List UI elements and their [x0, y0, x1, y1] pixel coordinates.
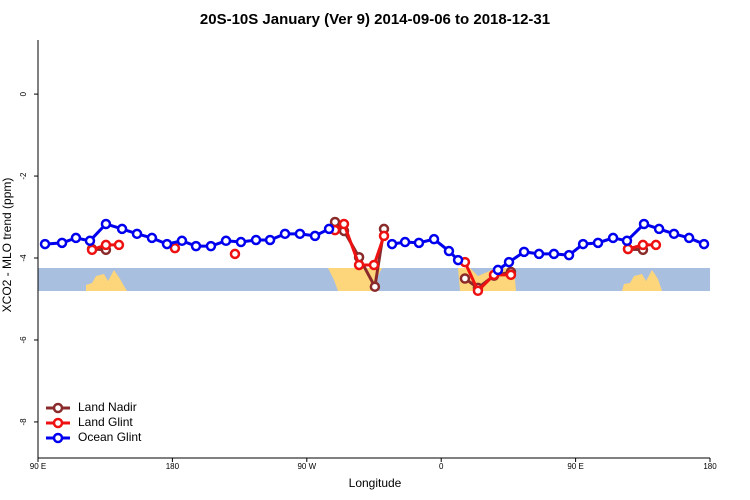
x-tick-label: 0 [439, 462, 444, 471]
point [683, 232, 695, 244]
point [250, 234, 262, 246]
point [492, 264, 504, 276]
y-tick-label: -2 [19, 172, 28, 180]
x-tick-label: 90 E [30, 462, 46, 471]
point [86, 244, 98, 256]
legend-marker [52, 417, 64, 429]
legend-label: Land Nadir [78, 400, 137, 414]
point [116, 223, 128, 235]
land-patch [86, 270, 127, 291]
chart-title: 20S-10S January (Ver 9) 2014-09-06 to 20… [200, 11, 550, 28]
point [100, 218, 112, 230]
point [190, 240, 202, 252]
y-tick-label: -6 [19, 336, 28, 344]
point [577, 238, 589, 250]
point [378, 230, 390, 242]
point [622, 243, 634, 255]
point [592, 237, 604, 249]
point [176, 235, 188, 247]
point [369, 281, 381, 292]
y-tick-label: 0 [19, 91, 28, 96]
point [229, 248, 241, 260]
point [399, 236, 411, 248]
point [368, 259, 380, 271]
point [220, 235, 232, 247]
point [668, 228, 680, 240]
legend-label: Land Glint [78, 415, 133, 429]
point [353, 259, 365, 271]
point [294, 228, 306, 240]
point [637, 239, 649, 251]
legend-marker [52, 432, 64, 444]
x-tick-label: 90 E [567, 462, 583, 471]
point [413, 237, 425, 249]
point [607, 232, 619, 244]
point [638, 218, 650, 230]
point [459, 273, 471, 284]
point [452, 254, 464, 266]
point [169, 242, 181, 254]
point [428, 233, 440, 245]
point [443, 245, 455, 257]
point [621, 235, 633, 247]
point [235, 236, 247, 248]
legend-marker [52, 402, 64, 414]
point [533, 248, 545, 260]
point [131, 228, 143, 240]
point [205, 240, 217, 252]
point [279, 228, 291, 240]
point [505, 269, 517, 281]
point [84, 235, 96, 247]
point [161, 238, 173, 250]
point [146, 232, 158, 244]
land-patch [622, 270, 662, 291]
x-tick-label: 180 [703, 462, 717, 471]
y-axis-label: XCO2 - MLO trend (ppm) [0, 178, 14, 313]
x-tick-label: 180 [166, 462, 180, 471]
point [323, 223, 335, 235]
point [70, 232, 82, 244]
point [650, 239, 662, 251]
point [518, 246, 530, 258]
point [338, 218, 350, 230]
point [653, 223, 665, 235]
x-axis-label: Longitude [349, 476, 402, 490]
x-tick-label: 90 W [297, 462, 316, 471]
point [386, 238, 398, 250]
point [472, 285, 484, 297]
point [503, 256, 515, 268]
point [563, 249, 575, 261]
point [548, 248, 560, 260]
point [113, 239, 125, 251]
y-tick-label: -8 [19, 418, 28, 426]
point [100, 239, 112, 251]
point [264, 234, 276, 246]
y-tick-label: -4 [19, 254, 28, 262]
point [309, 230, 321, 242]
point [39, 238, 51, 250]
point [56, 237, 68, 249]
legend-label: Ocean Glint [78, 430, 142, 444]
point [698, 238, 710, 250]
